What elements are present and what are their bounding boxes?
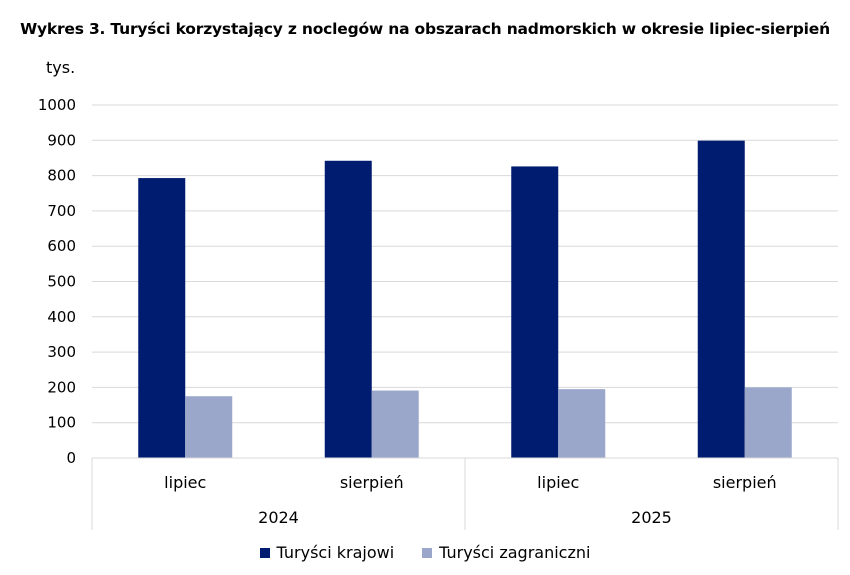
bars	[138, 140, 792, 459]
y-tick-label: 900	[47, 131, 76, 149]
x-axis: lipiec sierpień lipiec sierpień 2024 2025	[91, 457, 839, 530]
bar-domestic	[138, 178, 186, 459]
bar-domestic	[324, 160, 372, 459]
y-tick-label: 1000	[38, 96, 76, 114]
bar-foreign	[185, 396, 233, 458]
bar-foreign	[744, 387, 792, 458]
y-axis-unit: tys.	[46, 58, 76, 77]
y-tick-label: 200	[47, 378, 76, 396]
x-group-label: 2025	[631, 508, 672, 527]
bar-domestic	[697, 140, 745, 458]
y-tick-label: 500	[47, 273, 76, 291]
legend-item-domestic: Turyści krajowi	[259, 543, 395, 562]
legend-swatch-foreign	[422, 547, 433, 558]
y-axis-ticks: 0 100 200 300 400 500 600 700 800 900 1000	[38, 96, 76, 467]
y-tick-label: 0	[66, 449, 76, 467]
chart-title: Wykres 3. Turyści korzystający z noclegó…	[20, 20, 830, 38]
legend-swatch-domestic	[259, 547, 270, 558]
y-tick-label: 100	[47, 414, 76, 432]
legend-label-domestic: Turyści krajowi	[276, 543, 395, 562]
y-tick-label: 800	[47, 167, 76, 185]
x-category-label: lipiec	[537, 473, 579, 492]
y-tick-label: 300	[47, 343, 76, 361]
bar-foreign	[558, 389, 606, 458]
legend: Turyści krajowi Turyści zagraniczni	[0, 543, 850, 562]
legend-label-foreign: Turyści zagraniczni	[439, 543, 591, 562]
bar-foreign	[371, 390, 419, 458]
y-tick-label: 600	[47, 237, 76, 255]
legend-item-foreign: Turyści zagraniczni	[422, 543, 590, 562]
bar-domestic	[511, 166, 559, 458]
x-category-label: sierpień	[340, 473, 404, 492]
x-category-label: lipiec	[164, 473, 206, 492]
y-tick-label: 700	[47, 202, 76, 220]
x-group-label: 2024	[258, 508, 299, 527]
x-category-label: sierpień	[713, 473, 777, 492]
y-tick-label: 400	[47, 308, 76, 326]
